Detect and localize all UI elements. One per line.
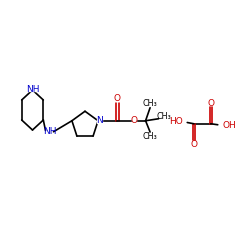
Bar — [115, 97, 119, 101]
Text: N: N — [96, 116, 103, 125]
Text: CH₃: CH₃ — [157, 112, 172, 121]
Text: NH: NH — [26, 85, 39, 94]
Text: CH₃: CH₃ — [143, 99, 158, 108]
Text: HO: HO — [170, 116, 183, 126]
Text: O: O — [207, 99, 214, 108]
Text: O: O — [190, 140, 197, 149]
Text: O: O — [114, 94, 121, 103]
Text: NH: NH — [43, 127, 56, 136]
Text: OH: OH — [222, 121, 236, 130]
Text: CH₃: CH₃ — [143, 132, 158, 140]
Bar — [132, 119, 136, 123]
Bar — [97, 119, 102, 123]
Text: O: O — [130, 116, 138, 125]
Bar — [29, 87, 36, 91]
